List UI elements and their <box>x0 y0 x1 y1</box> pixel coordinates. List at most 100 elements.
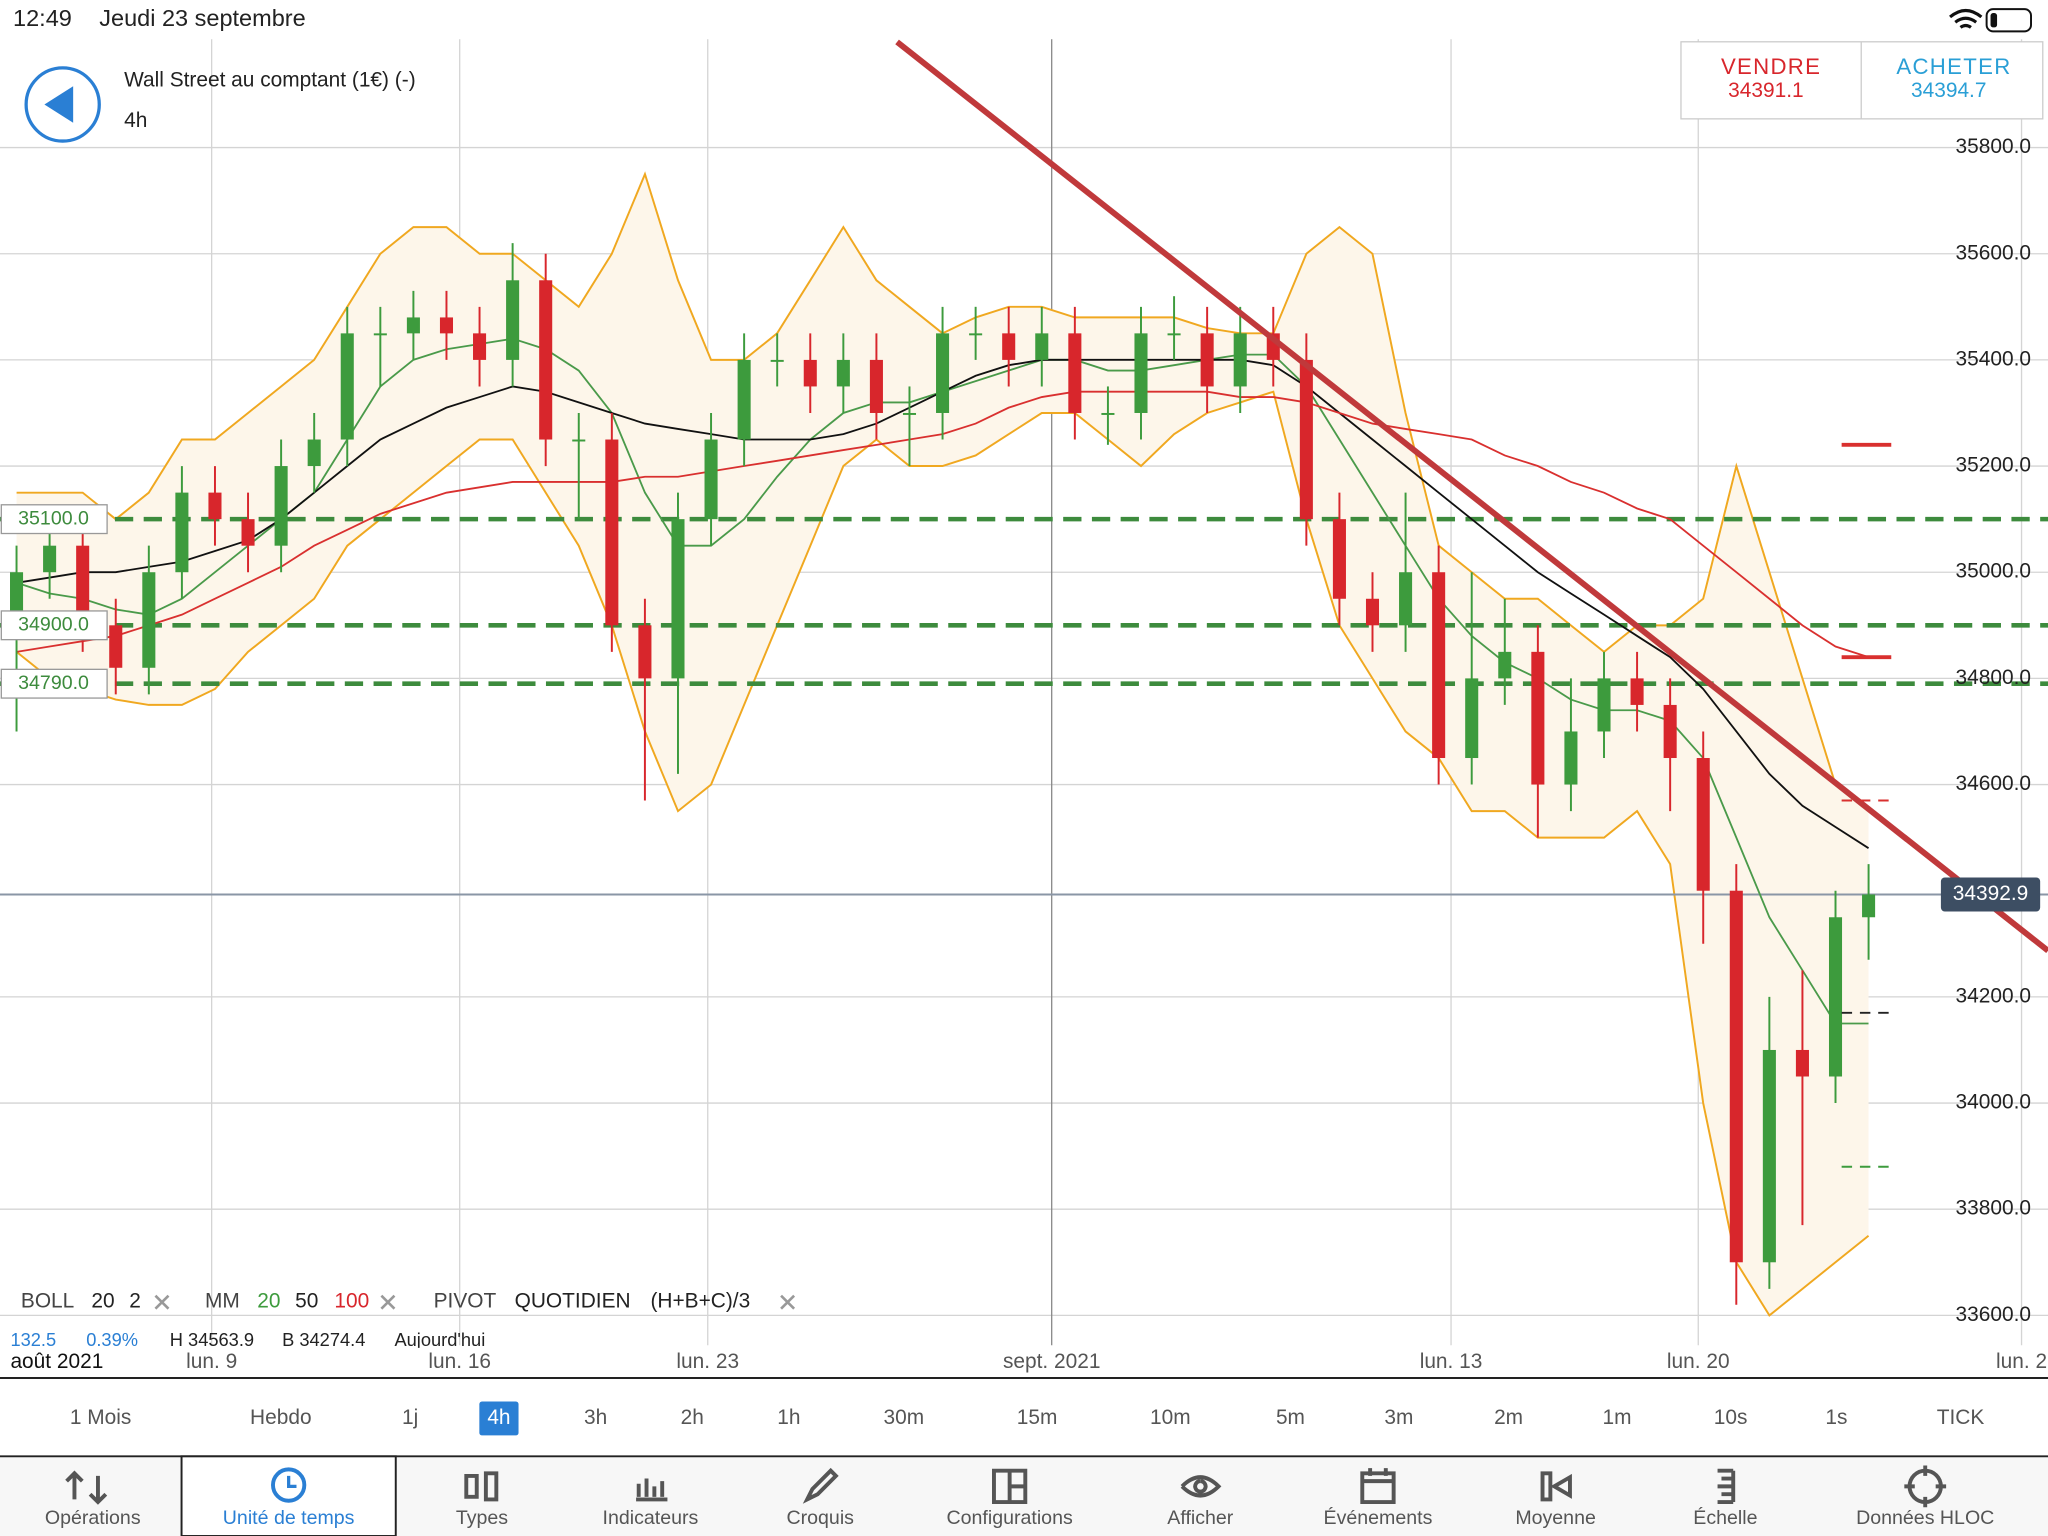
status-time: 12:49 <box>13 5 72 31</box>
candle-body <box>1828 917 1843 1077</box>
timeframe-option[interactable]: 2h <box>681 1406 704 1429</box>
y-tick-label: 35200.0 <box>1956 454 2031 477</box>
candle-body <box>208 492 222 520</box>
timeframe-option[interactable]: 1s <box>1825 1406 1847 1429</box>
timeframe-option[interactable]: 15m <box>1017 1406 1058 1429</box>
bottom-controls: 1 Mois Hebdo 1j 4h 3h 2h 1h 30m 15m 10m 5m 3m 2m 1m 10… <box>45 1401 1994 1529</box>
timeframe-option[interactable]: 1 Mois <box>70 1406 131 1429</box>
candle-body <box>109 625 123 668</box>
y-tick-label: 33800.0 <box>1956 1197 2031 1220</box>
battery-icon <box>1985 8 2032 33</box>
candle-body <box>1134 333 1148 413</box>
timeframe-option[interactable]: 10s <box>1714 1406 1748 1429</box>
timeframe-option[interactable]: 1m <box>1602 1406 1631 1429</box>
last-price-label: 34392.9 <box>1953 882 2028 905</box>
chart-plot <box>0 39 2048 1346</box>
tool-icon <box>1717 1468 1736 1504</box>
candle-body <box>836 359 850 387</box>
candle-body <box>1233 333 1247 387</box>
candle-body <box>1299 359 1313 520</box>
y-tick-label: 35000.0 <box>1956 560 2031 583</box>
tool-button[interactable]: Types <box>456 1507 508 1529</box>
candle-body <box>406 317 420 334</box>
timeframe-option[interactable]: 2m <box>1494 1406 1523 1429</box>
x-tick-label: lun. 23 <box>676 1350 739 1373</box>
y-tick-label: 35600.0 <box>1956 241 2031 264</box>
tool-button[interactable]: Unité de temps <box>223 1507 355 1529</box>
timeframe-option[interactable]: 5m <box>1276 1406 1305 1429</box>
remove-boll[interactable] <box>154 1294 170 1310</box>
y-tick-label: 34800.0 <box>1956 666 2031 689</box>
timeframe-option[interactable]: 30m <box>884 1406 925 1429</box>
timeframe-option[interactable]: 3h <box>584 1406 607 1429</box>
y-tick-label: 34200.0 <box>1956 984 2031 1007</box>
level-tag <box>0 610 108 641</box>
tool-button[interactable]: Échelle <box>1693 1506 1757 1529</box>
candle-body <box>175 492 189 573</box>
buy-price: 34394.7 <box>1911 79 1986 102</box>
candle-body <box>1332 519 1346 599</box>
sell-label: VENDRE <box>1721 54 1821 79</box>
timeframe-option[interactable]: 10m <box>1150 1406 1191 1429</box>
tool-button[interactable]: Moyenne <box>1515 1507 1596 1529</box>
tool-icon <box>287 1475 297 1488</box>
candle-body <box>1862 894 1876 918</box>
remove-pivot[interactable] <box>780 1294 796 1310</box>
tool-button[interactable]: Configurations <box>947 1507 1073 1529</box>
mm-period: 50 <box>295 1290 318 1313</box>
sell-price: 34391.1 <box>1728 79 1803 102</box>
candle-body <box>142 572 156 668</box>
indicator-legend: BOLL 20 2 MM 20 50 100 PIVOT QUOTIDIEN (… <box>21 1290 796 1313</box>
mm-period: 100 <box>334 1290 369 1313</box>
timeframe-option[interactable]: 1h <box>777 1406 800 1429</box>
candle-body <box>1101 412 1115 415</box>
status-date: Jeudi 23 septembre <box>99 5 305 31</box>
tool-button[interactable]: Événements <box>1324 1506 1433 1529</box>
instrument-name: Wall Street au comptant (1€) (-) <box>124 68 416 91</box>
level-tag <box>0 504 108 535</box>
candle-body <box>274 466 288 546</box>
tool-button[interactable]: Indicateurs <box>603 1507 699 1529</box>
candle-body <box>704 439 718 520</box>
boll-dev: 2 <box>129 1290 141 1313</box>
candle-body <box>340 333 354 440</box>
info-low: B 34274.4 <box>282 1329 365 1350</box>
tool-button[interactable]: Opérations <box>45 1507 141 1529</box>
boll-period: 20 <box>91 1290 114 1313</box>
candle-body <box>1597 678 1611 732</box>
x-tick-label: lun. 13 <box>1420 1350 1483 1373</box>
tool-button[interactable]: Croquis <box>787 1507 855 1529</box>
level-label: 35100.0 <box>18 507 89 529</box>
pivot-formula: (H+B+C)/3 <box>650 1290 750 1313</box>
level-label: 34790.0 <box>18 672 89 694</box>
last-price-tag <box>1940 877 2041 912</box>
tool-icon <box>636 1478 668 1502</box>
tool-button[interactable]: Données HLOC <box>1856 1507 1994 1529</box>
timeframe-option[interactable]: 3m <box>1384 1406 1413 1429</box>
remove-mm[interactable] <box>380 1294 396 1310</box>
x-tick-label: lun. 2 <box>1996 1350 2047 1373</box>
candle-body <box>307 439 321 467</box>
trend-line <box>895 39 2048 954</box>
battery-level <box>1990 13 1998 28</box>
candle-body <box>43 545 57 573</box>
y-tick-label: 35400.0 <box>1956 347 2031 370</box>
info-line: 132.5 0.39% H 34563.9 B 34274.4 Aujourd'… <box>10 1329 485 1350</box>
candle-body <box>1365 598 1380 626</box>
timeframe-option[interactable]: Hebdo <box>250 1406 312 1429</box>
tool-icon <box>65 1470 108 1505</box>
timeframe-option[interactable]: TICK <box>1937 1406 1985 1429</box>
tool-button[interactable]: Afficher <box>1167 1507 1233 1529</box>
tool-icon <box>1904 1465 1947 1508</box>
timeframe-option[interactable]: 1j <box>402 1406 418 1429</box>
level-tag <box>0 668 108 699</box>
info-high: H 34563.9 <box>170 1329 254 1350</box>
candle-body <box>473 333 487 360</box>
buy-label: ACHETER <box>1896 54 2011 79</box>
candle-body <box>76 545 90 626</box>
timeframe-option[interactable]: 4h <box>487 1406 510 1429</box>
mm-label: MM <box>205 1290 240 1313</box>
y-tick-label: 33600.0 <box>1956 1303 2031 1326</box>
